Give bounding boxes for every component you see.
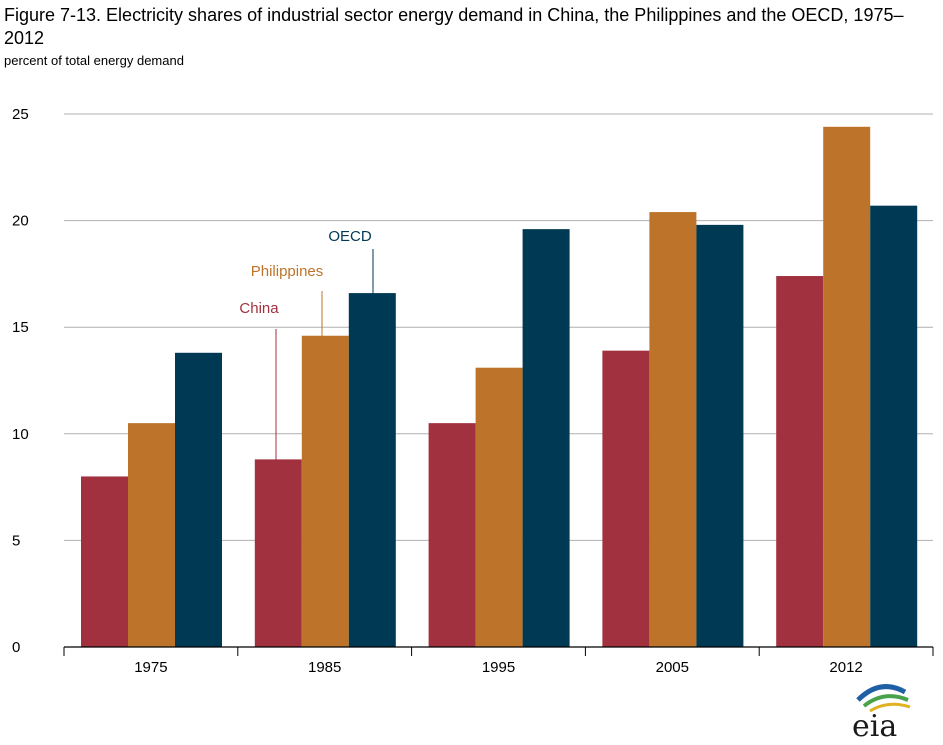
x-tick-label: 2005	[656, 659, 689, 676]
x-tick-label: 2012	[829, 659, 862, 676]
bar-china-1975	[81, 476, 128, 647]
bar-philippines-2005	[649, 212, 697, 647]
chart-title: Figure 7-13. Electricity shares of indus…	[4, 5, 904, 48]
logo-arc-blue	[856, 684, 907, 702]
bar-china-2012	[776, 276, 824, 647]
bar-oecd-1985	[348, 293, 396, 647]
tick-labels: 0 5 10 15 20 25 1975 1985 1995 2005 2012	[12, 106, 863, 676]
x-axis	[63, 646, 934, 656]
x-tick-label: 1995	[482, 659, 515, 676]
bar-china-1995	[428, 423, 476, 647]
bar-oecd-1995	[522, 229, 570, 648]
logo-text: eia	[852, 709, 897, 744]
series-label-philippines: Philippines	[251, 263, 324, 280]
bar-oecd-2012	[870, 205, 918, 647]
logo-arc-green	[862, 694, 909, 708]
y-tick-label: 20	[12, 213, 29, 230]
x-tick-label: 1975	[134, 659, 167, 676]
y-tick-label: 10	[12, 426, 29, 443]
bar-philippines-1975	[128, 423, 175, 647]
logo-arc-yellow	[869, 702, 911, 713]
y-tick-label: 5	[12, 532, 20, 549]
eia-logo: eia	[852, 684, 911, 744]
y-tick-label: 15	[12, 319, 29, 336]
bar-oecd-1975	[175, 352, 222, 647]
bars	[81, 126, 918, 648]
series-label-china: China	[239, 300, 279, 317]
bar-oecd-2005	[696, 224, 744, 647]
y-tick-label: 0	[12, 639, 20, 656]
bar-philippines-1985	[301, 335, 349, 647]
bar-china-1985	[254, 459, 302, 647]
y-tick-label: 25	[12, 106, 29, 123]
bar-china-2005	[602, 350, 650, 647]
bar-philippines-2012	[823, 126, 871, 648]
series-annotations: China Philippines OECD	[239, 228, 374, 464]
chart-subtitle: percent of total energy demand	[4, 53, 184, 68]
series-label-oecd: OECD	[328, 228, 372, 245]
x-tick-label: 1985	[308, 659, 341, 676]
bar-philippines-1995	[475, 367, 523, 647]
